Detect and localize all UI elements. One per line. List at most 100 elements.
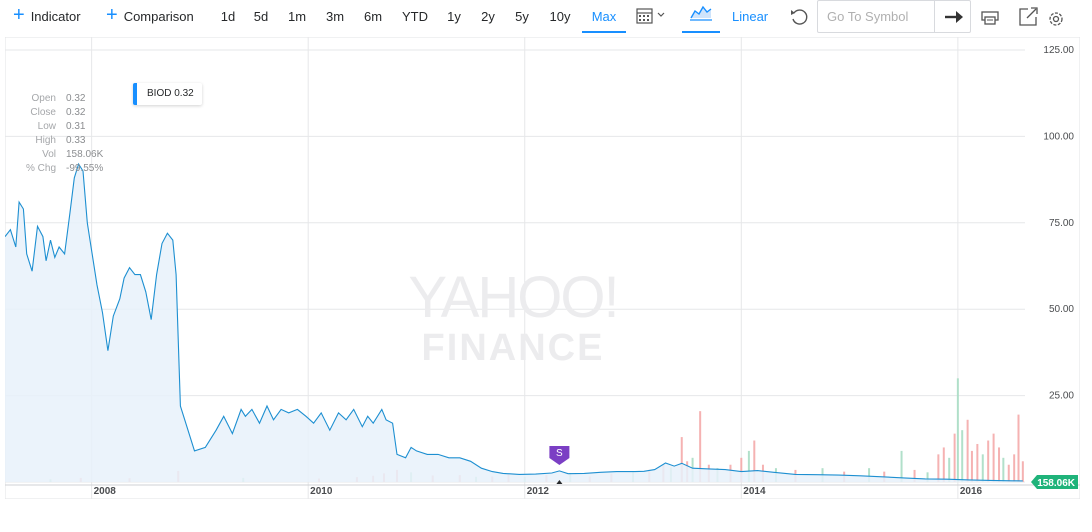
plus-icon: +	[106, 4, 118, 26]
y-tick-label: 50.00	[1049, 304, 1074, 315]
range-5d-button[interactable]: 5d	[253, 9, 269, 24]
range-1d-button[interactable]: 1d	[220, 9, 236, 24]
undo-icon	[791, 9, 808, 25]
plus-icon: +	[13, 4, 25, 26]
volume-badge-shape	[1031, 475, 1078, 489]
range-ytd-button[interactable]: YTD	[402, 9, 428, 24]
volume-bar	[970, 450, 973, 482]
add-indicator-button[interactable]: + Indicator	[13, 0, 81, 33]
indicator-label: Indicator	[30, 9, 81, 24]
volume-badge: 158.06K	[1031, 475, 1078, 489]
price-area	[5, 164, 1023, 482]
range-3m-button[interactable]: 3m	[325, 9, 345, 24]
ohlc-row: Vol 158.06K	[5, 148, 103, 162]
volume-bar	[1013, 454, 1016, 482]
chart-type-button[interactable]	[682, 0, 720, 33]
ohlc-value: 158.06K	[66, 149, 104, 160]
symbol-search-input[interactable]	[818, 1, 934, 32]
volume-bar	[987, 440, 990, 482]
volume-bar	[680, 437, 683, 482]
settings-button[interactable]	[1043, 4, 1069, 30]
settings-icon	[1049, 12, 1063, 26]
volume-bar	[1002, 457, 1005, 482]
volume-bar	[913, 469, 916, 482]
ohlc-row: Open 0.32	[5, 92, 103, 106]
share-icon	[1019, 7, 1038, 26]
ohlc-row: Low 0.31	[5, 120, 103, 134]
x-tick-label: 2016	[960, 486, 983, 497]
date-range-button[interactable]	[634, 4, 670, 30]
volume-bar	[948, 457, 951, 482]
print-button[interactable]	[977, 4, 1003, 30]
ohlc-label: Open	[31, 93, 56, 104]
split-marker-pointer	[556, 480, 563, 484]
y-tick-label: 125.00	[1043, 45, 1074, 56]
volume-bar	[900, 450, 903, 482]
volume-bar	[961, 430, 964, 482]
share-button[interactable]	[1015, 4, 1041, 30]
ohlc-value: -99.55%	[66, 163, 104, 174]
volume-bar	[868, 468, 871, 482]
volume-bar	[942, 447, 945, 482]
range-2y-button[interactable]: 2y	[481, 9, 495, 24]
chart-area[interactable]: 125.00100.0075.0050.0025.000.00200820102…	[5, 37, 1080, 499]
chevron-down-icon	[657, 12, 665, 17]
ohlc-label: High	[35, 135, 56, 146]
ohlc-label: Low	[37, 121, 56, 132]
ohlc-row: High 0.33	[5, 134, 103, 148]
volume-bar	[1007, 464, 1010, 482]
ohlc-label: Close	[30, 107, 56, 118]
ohlc-value: 0.32	[66, 93, 86, 104]
ohlc-label: Vol	[42, 149, 56, 160]
y-tick-label: 100.00	[1043, 131, 1074, 142]
volume-bar	[998, 447, 1001, 482]
volume-bar	[1017, 414, 1020, 482]
ohlc-row: Close 0.32	[5, 106, 103, 120]
volume-badge-label: 158.06K	[1037, 478, 1076, 489]
range-max-button[interactable]: Max	[582, 0, 626, 33]
x-tick-label: 2014	[743, 486, 766, 497]
area-chart-icon	[690, 5, 712, 21]
volume-bar	[753, 440, 756, 482]
range-6m-button[interactable]: 6m	[363, 9, 383, 24]
reset-button[interactable]	[786, 4, 812, 30]
add-comparison-button[interactable]: + Comparison	[106, 0, 194, 33]
y-tick-label: 75.00	[1049, 218, 1074, 229]
chart-toolbar: + Indicator + Comparison 1d 5d 1m 3m 6m YT…	[0, 0, 1092, 37]
volume-bar	[956, 378, 959, 482]
volume-bar	[926, 472, 929, 482]
comparison-label: Comparison	[123, 9, 194, 24]
price-chart[interactable]: 125.00100.0075.0050.0025.000.00200820102…	[5, 37, 1080, 499]
print-icon	[981, 11, 999, 25]
x-tick-label: 2010	[310, 486, 333, 497]
split-marker-label: S	[556, 448, 563, 459]
volume-bar	[1021, 461, 1024, 482]
ohlc-value: 0.31	[66, 121, 86, 132]
ohlc-value: 0.33	[66, 135, 86, 146]
volume-bar	[740, 457, 743, 482]
calendar-icon	[636, 8, 665, 24]
volume-bar	[966, 419, 969, 482]
volume-bar	[976, 443, 979, 482]
series-legend-chip[interactable]: BIOD 0.32	[133, 83, 202, 105]
arrow-right-icon	[945, 11, 963, 23]
x-tick-label: 2008	[94, 486, 117, 497]
range-10y-button[interactable]: 10y	[549, 9, 571, 24]
symbol-search	[817, 0, 971, 33]
range-1y-button[interactable]: 1y	[447, 9, 461, 24]
range-5y-button[interactable]: 5y	[515, 9, 529, 24]
scale-toggle-button[interactable]: Linear	[732, 9, 769, 24]
volume-bar	[937, 454, 940, 482]
range-1m-button[interactable]: 1m	[287, 9, 307, 24]
volume-bar	[953, 433, 956, 482]
ohlc-value: 0.32	[66, 107, 86, 118]
volume-bar	[981, 454, 984, 482]
ohlc-label: % Chg	[25, 163, 56, 174]
ohlc-row: % Chg -99.55%	[5, 162, 103, 176]
volume-bar	[699, 411, 702, 482]
y-tick-label: 25.00	[1049, 391, 1074, 402]
go-button[interactable]	[934, 1, 971, 32]
x-tick-label: 2012	[527, 486, 550, 497]
split-marker[interactable]: S	[549, 445, 570, 484]
volume-bar	[992, 433, 995, 482]
